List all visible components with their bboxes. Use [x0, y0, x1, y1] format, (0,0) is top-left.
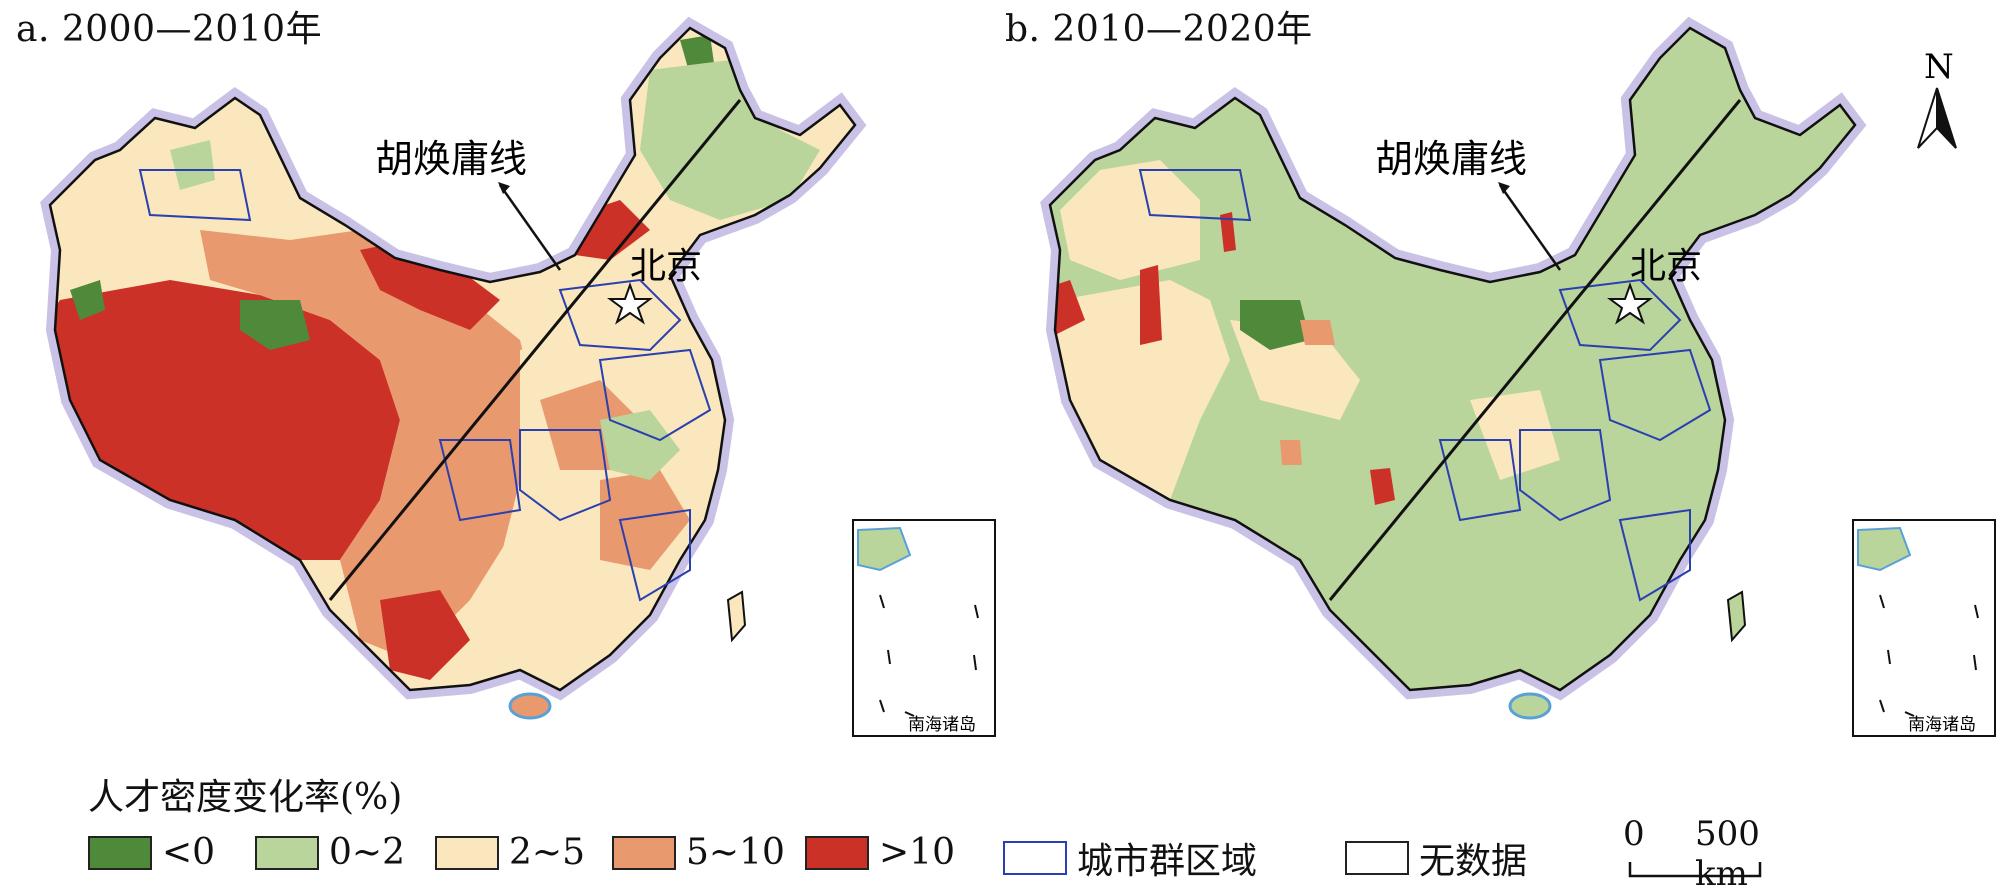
legend-item-2-5: 2~5 [435, 832, 585, 873]
beijing-star-icon [1607, 282, 1653, 325]
legend-label: 5~10 [686, 832, 785, 873]
inset-mainland [857, 526, 912, 572]
hu-line [1328, 99, 1742, 601]
scale-zero-label: 0 [1623, 814, 1645, 854]
inset-label: 南海诸岛 [1908, 715, 1976, 735]
choropleth-regions [50, 28, 855, 690]
region-gt10-west [50, 280, 400, 560]
legend-label: 0~2 [329, 832, 405, 873]
region-2-5-sichuan [1470, 390, 1560, 480]
scale-distance-label: 500 km [1695, 814, 1760, 894]
inset-dashes [879, 594, 979, 717]
legend-swatch [88, 835, 152, 870]
region-0-2-northeast [640, 60, 820, 220]
legend-label: 城市群区域 [1077, 841, 1258, 882]
legend-item-gt10: >10 [805, 832, 955, 873]
choropleth-regions [1050, 28, 1855, 690]
region-2-5-xinjiang [1060, 160, 1200, 280]
region-lt0-xinjiang [1240, 300, 1310, 350]
hainan-island [508, 692, 552, 720]
urban-agglomeration-outlines [1138, 169, 1712, 602]
urban-agglomeration-outlines [138, 169, 712, 602]
leader-arrowhead [1498, 182, 1510, 194]
region-gt10-north [1310, 28, 1334, 62]
map-panel-b: 胡焕庸线 北京 南海诸岛 [1040, 28, 1996, 737]
region-gt10-ili [1220, 212, 1236, 252]
beijing-star-icon [607, 282, 653, 325]
region-2-5-west [1050, 280, 1230, 500]
hainan-island [1508, 692, 1552, 720]
legend-label: 无数据 [1419, 841, 1528, 882]
inset-mainland [1857, 526, 1912, 572]
leader-arrowhead [498, 182, 510, 194]
region-0-2-xinjiang [170, 140, 215, 190]
legend-swatch [805, 835, 869, 870]
region-5-10-xinjiang [1300, 320, 1335, 345]
region-gt10-gansu [360, 240, 500, 330]
legend-item-5-10: 5~10 [612, 832, 785, 873]
legend-swatch [255, 835, 319, 870]
legend-label: >10 [879, 832, 955, 873]
legend-title: 人才密度变化率(%) [88, 777, 403, 818]
region-gt10-center [1370, 468, 1395, 505]
legend-item-0-2: 0~2 [255, 832, 405, 873]
region-0-2-east [600, 410, 680, 480]
inset-label: 南海诸岛 [908, 715, 976, 735]
legend-label: <0 [162, 832, 216, 873]
legend-item-lt0: <0 [88, 832, 215, 873]
inset-dashes [1879, 594, 1979, 717]
region-5-10-tibet [1280, 440, 1302, 465]
legend-swatch [612, 835, 676, 870]
legend-item-urban-region: 城市群区域 [1003, 832, 1257, 884]
taiwan-island [1726, 590, 1747, 643]
legend-label: 2~5 [509, 832, 585, 873]
scale-bar-line [1628, 862, 1762, 878]
north-arrow-icon: N [1917, 47, 1957, 149]
scale-bar: 0 500 km [1615, 814, 1775, 894]
region-gt10-tarim [1140, 265, 1162, 345]
hu-line-label: 胡焕庸线 [1375, 137, 1527, 181]
panel-a-title: a. 2000—2010年 [16, 9, 323, 50]
region-5-10-south [600, 470, 690, 570]
beijing-label: 北京 [630, 246, 702, 287]
legend-item-no-data: 无数据 [1345, 832, 1527, 884]
map-panel-a: 胡焕庸线 北京 南海诸岛 [40, 28, 996, 737]
region-lt0-xinjiang [240, 300, 310, 350]
region-5-10-central [200, 230, 540, 660]
taiwan-island [726, 590, 747, 643]
hu-line-leader [498, 184, 562, 271]
legend: <0 0~2 2~5 5~10 >10 城市群区域 无数据 [0, 832, 2000, 882]
legend-swatch [1345, 841, 1409, 875]
panel-b-title: b. 2010—2020年 [1005, 9, 1313, 50]
beijing-label: 北京 [1630, 246, 1702, 287]
hu-line-leader [1498, 184, 1562, 271]
region-lt0-west [70, 280, 105, 320]
hu-line [328, 99, 742, 601]
region-gt10-yunnan [380, 590, 470, 680]
north-label: N [1924, 47, 1954, 87]
hu-line-label: 胡焕庸线 [375, 137, 527, 181]
legend-swatch [435, 835, 499, 870]
legend-swatch [1003, 841, 1067, 875]
